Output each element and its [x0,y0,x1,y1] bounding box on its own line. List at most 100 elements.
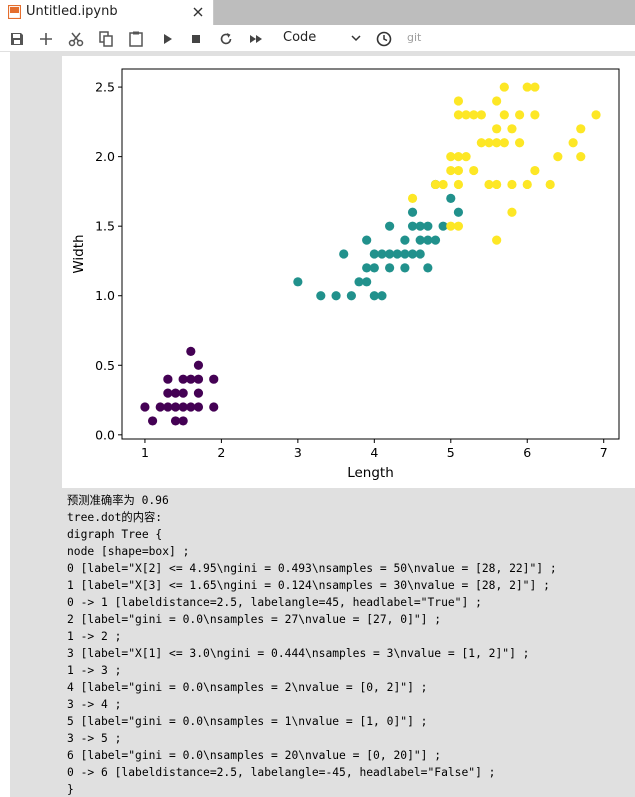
cut-icon[interactable] [67,30,85,48]
data-point [469,110,479,120]
data-point [484,138,494,148]
data-point [576,124,586,134]
copy-icon[interactable] [97,30,115,48]
data-point [476,138,486,148]
data-point [163,402,173,412]
output-line: 4 [label="gini = 0.0\nsamples = 2\nvalue… [67,681,428,694]
output-line: 3 -> 4 ; [67,698,122,711]
output-line: 1 -> 2 ; [67,630,122,643]
data-point [553,152,563,162]
data-point [193,388,204,398]
data-point [407,249,418,259]
data-point [209,374,219,384]
data-point [446,152,456,162]
output-cell: 1 2 3 4 5 6 7 0.0 0.5 1.0 1.5 2.0 2.5 Length Width 预测准… [10,52,635,797]
data-point [507,124,517,134]
data-point [461,110,471,120]
data-point [385,221,395,231]
save-icon[interactable] [8,30,26,48]
data-point [423,263,433,273]
data-point [400,263,410,273]
git-button[interactable]: git [407,31,422,44]
cell-type-select[interactable]: Code [280,29,364,47]
notebook-tab[interactable]: Untitled.ipynb [0,0,214,25]
data-point [377,291,387,301]
stop-icon[interactable] [187,30,205,48]
data-point [476,110,486,120]
data-point [492,235,502,245]
data-point [499,110,509,120]
data-point [155,402,165,412]
data-point [170,416,181,426]
data-point [430,235,441,245]
fast-forward-icon[interactable] [247,30,265,48]
data-point [163,374,173,384]
data-point [209,402,219,412]
data-point [178,402,188,412]
data-point [186,374,196,384]
output-line: } [67,783,74,796]
data-point [492,138,502,148]
output-line: 0 -> 1 [labeldistance=2.5, labelangle=45… [67,596,482,609]
data-point [492,179,502,190]
add-cell-icon[interactable] [37,30,55,48]
data-point [453,207,464,217]
close-icon[interactable] [190,4,206,20]
data-point [530,110,540,120]
data-point [469,165,479,176]
x-axis-label: Length [347,465,394,481]
y-tick-label: 0.5 [95,358,115,373]
data-point [407,207,418,217]
notebook-panel: 1 2 3 4 5 6 7 0.0 0.5 1.0 1.5 2.0 2.5 Length Width 预测准… [0,52,635,797]
data-point [147,416,158,426]
data-point [415,235,425,245]
data-point [400,249,410,259]
data-point [178,374,188,384]
data-point [407,221,418,231]
data-point [446,221,456,231]
data-point [545,179,555,190]
data-point [507,179,517,190]
y-tick-label: 2.5 [95,80,115,95]
run-icon[interactable] [158,30,176,48]
data-point [446,193,456,203]
restart-icon[interactable] [217,30,235,48]
data-point [446,165,456,176]
data-point [415,221,425,231]
data-point [423,221,433,231]
data-point [499,138,509,148]
data-point [369,249,379,259]
data-point [385,249,395,259]
output-line: 0 [label="X[2] <= 4.95\ngini = 0.493\nsa… [67,562,557,575]
data-point [484,179,494,190]
y-tick-label: 2.0 [95,149,115,164]
chevron-down-icon [351,35,361,42]
text-output: 预测准确率为 0.96 tree.dot的内容: digraph Tree {nod… [67,492,632,797]
y-tick-label: 0.0 [95,427,115,442]
paste-icon[interactable] [127,30,145,48]
data-point [453,96,464,106]
data-point [453,165,464,176]
data-point [507,207,517,217]
x-tick-label: 3 [294,445,302,460]
data-point [163,388,173,398]
output-line: 预测准确率为 0.96 [67,494,169,507]
data-point [193,374,204,384]
data-point [407,193,418,203]
data-point [400,235,410,245]
x-tick-label: 1 [141,445,149,460]
data-point [331,291,341,301]
output-line: tree.dot的内容: [67,511,163,524]
data-point [522,179,532,190]
clock-icon[interactable] [375,30,393,48]
data-point [453,152,464,162]
data-point [354,277,364,287]
data-point [178,416,188,426]
data-point [568,138,578,148]
x-tick-label: 4 [370,445,378,460]
data-point [530,82,540,92]
data-point [453,179,464,190]
data-point [392,249,402,259]
data-point [170,402,181,412]
data-point [293,277,303,287]
